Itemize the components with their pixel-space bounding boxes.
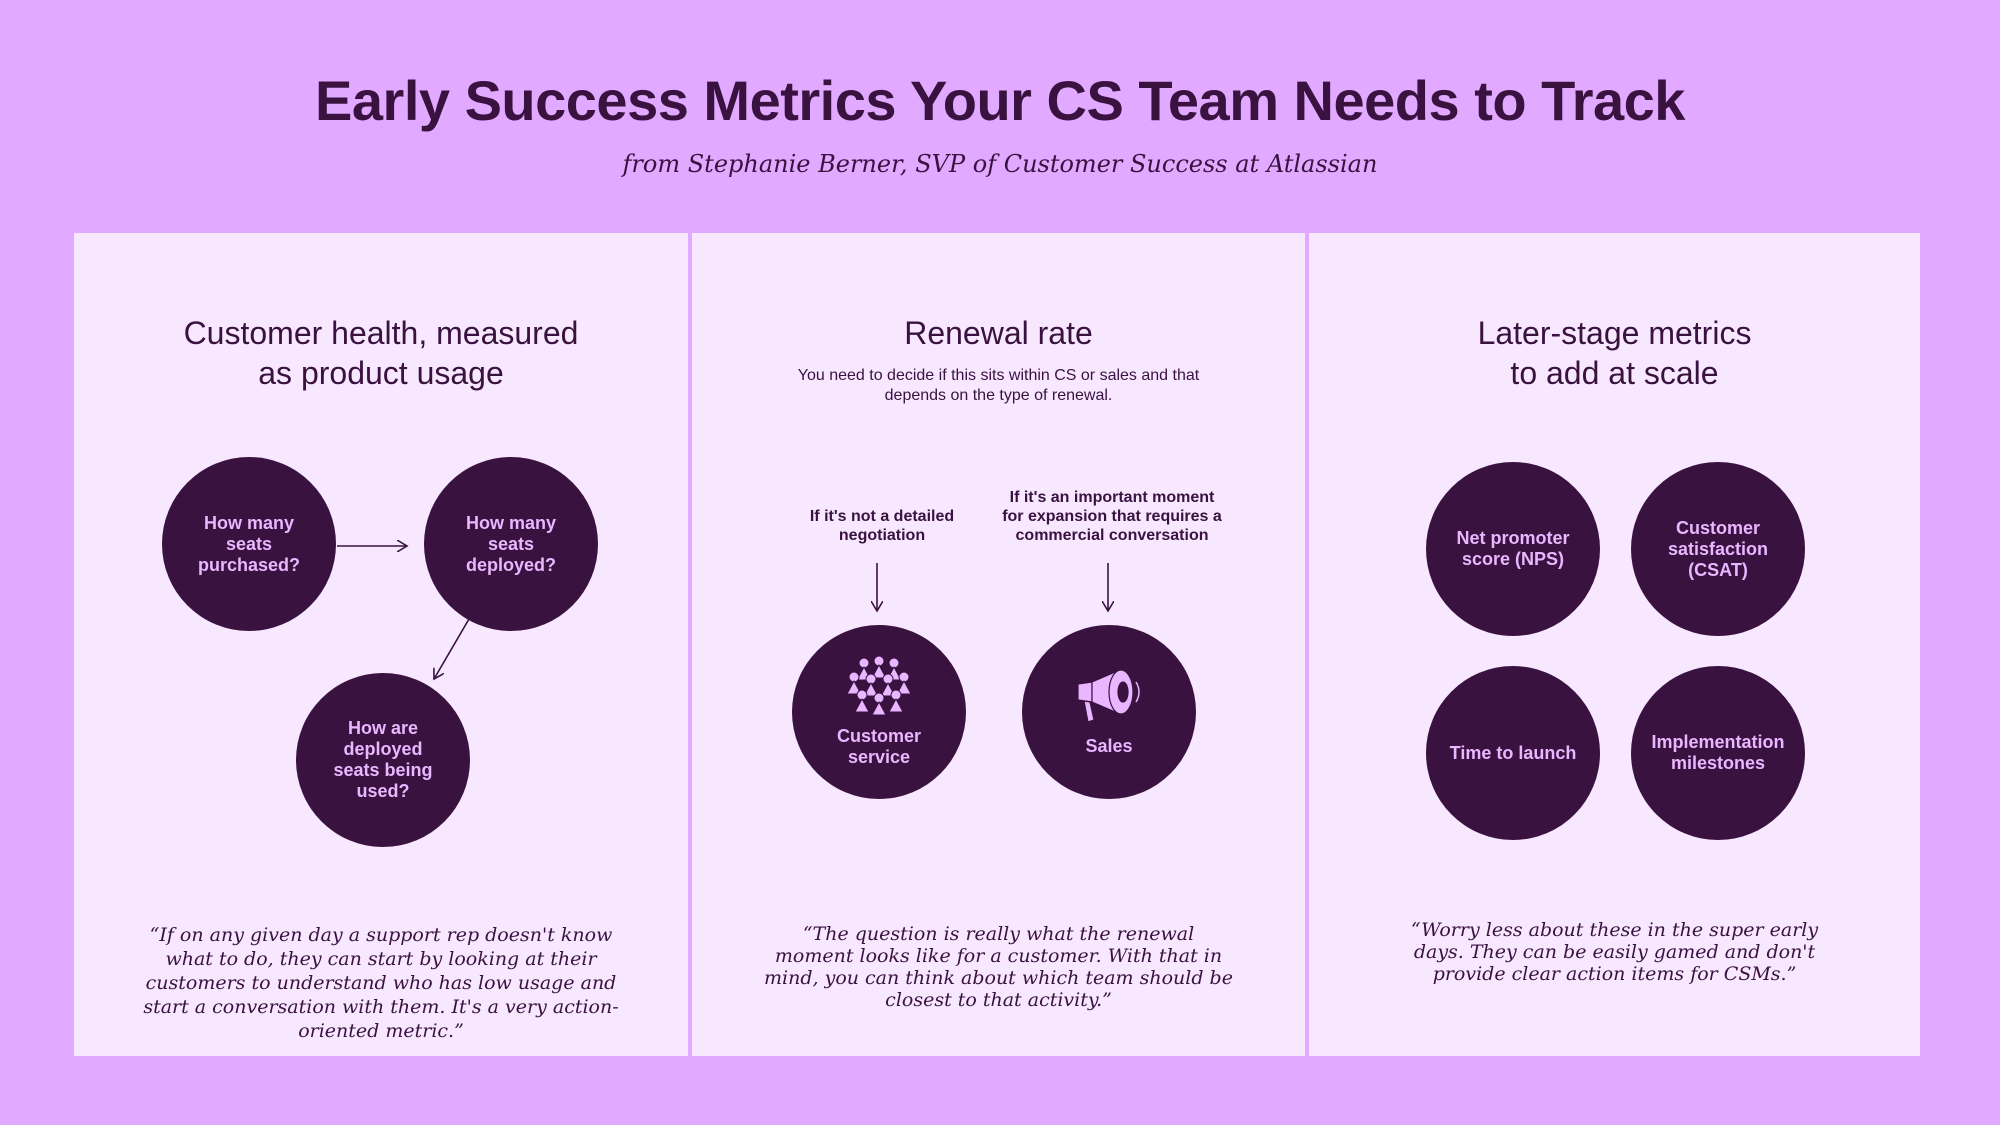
people-group-icon: [846, 656, 912, 716]
heading-line: to add at scale: [1510, 355, 1719, 391]
circle-sales: Sales: [1022, 625, 1196, 799]
circle-implementation-milestones: Implementation milestones: [1631, 666, 1805, 840]
panel-later-stage-metrics: Later-stage metrics to add at scale Net …: [1309, 233, 1920, 1056]
circle-nps: Net promoter score (NPS): [1426, 462, 1600, 636]
circle-csat: Customer satisfaction (CSAT): [1631, 462, 1805, 636]
heading-line: as product usage: [258, 355, 504, 391]
annotation-not-negotiation: If it's not a detailed negotiation: [809, 508, 955, 544]
circle-seats-purchased: How many seats purchased?: [162, 457, 336, 631]
page-subtitle: from Stephanie Berner, SVP of Customer S…: [622, 150, 1378, 178]
circle-customer-service: Customer service: [792, 625, 966, 799]
circle-label: Customer service: [836, 726, 921, 767]
page-title: Early Success Metrics Your CS Team Needs…: [315, 69, 1685, 132]
panel-description: You need to decide if this sits within C…: [797, 367, 1200, 404]
circle-seats-deployed: How many seats deployed?: [424, 457, 598, 631]
annotation-expansion-moment: If it's an important moment for expansio…: [1002, 489, 1222, 544]
panel-heading: Later-stage metrics to add at scale: [1309, 313, 1920, 393]
circle-label: Sales: [1085, 735, 1133, 756]
heading-line: Customer health, measured: [183, 315, 579, 351]
arrow-deployed-to-used: [434, 618, 470, 679]
panel-quote: “Worry less about these in the super ear…: [1410, 919, 1819, 985]
panel-quote: “The question is really what the renewal…: [764, 923, 1233, 1011]
circle-time-to-launch: Time to launch: [1426, 666, 1600, 840]
panel-heading: Customer health, measured as product usa…: [74, 313, 688, 393]
megaphone-icon: [1077, 668, 1140, 723]
panel-renewal-rate: Renewal rate You need to decide if this …: [692, 233, 1305, 1056]
panel-heading: Renewal rate: [904, 315, 1093, 351]
circle-seats-used: How are deployed seats being used?: [296, 673, 470, 847]
heading-line: Later-stage metrics: [1477, 315, 1752, 351]
panel-quote: “If on any given day a support rep doesn…: [143, 924, 619, 1042]
panel-customer-health: Customer health, measured as product usa…: [74, 233, 688, 1056]
